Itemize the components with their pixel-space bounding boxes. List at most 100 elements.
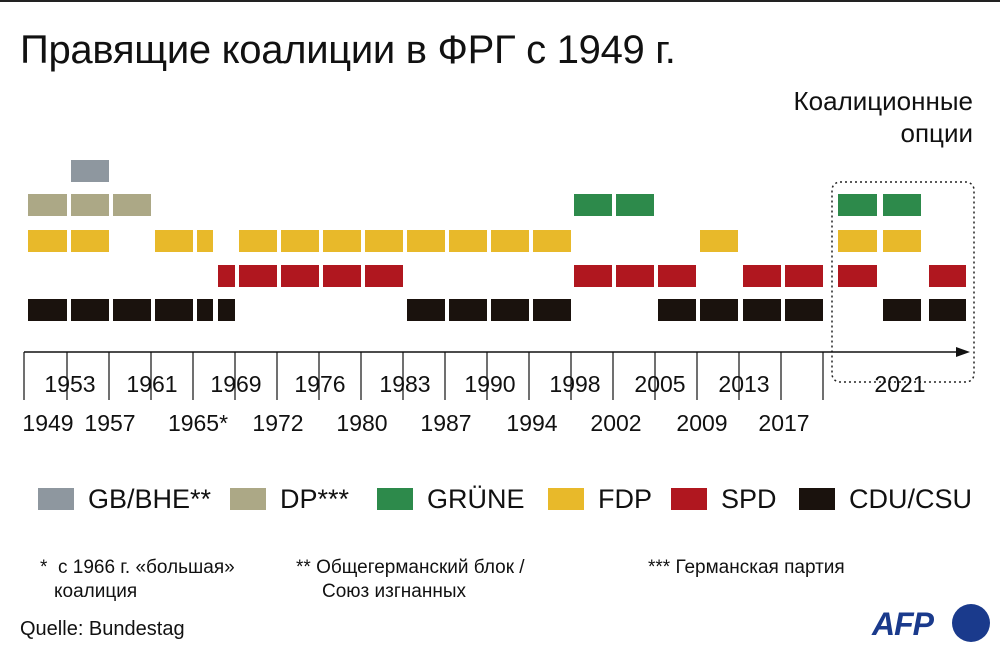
footnote-dp: *** Германская партия: [648, 556, 845, 580]
footnote-gb-bhe: ** Общегерманский блок / Союз изгнанных: [296, 556, 525, 604]
bar-spd-2017: [785, 265, 823, 287]
bar-cdu-csu-1987: [449, 299, 487, 321]
bar-cdu-csu-1965: [197, 299, 213, 321]
tick-label-lower: 1994: [506, 410, 557, 436]
bar-spd-2021-b: [929, 265, 966, 287]
footnote-grand-coalition: * с 1966 г. «большая» коалиция: [40, 556, 235, 604]
bar-fdp-1961: [155, 230, 193, 252]
tick-label-upper: 1983: [379, 371, 430, 397]
legend-swatch: [38, 488, 74, 510]
options-label-line: опции: [901, 118, 973, 148]
bar-cdu-csu-1983: [407, 299, 445, 321]
bar-gruene-1998: [574, 194, 612, 216]
bar-spd-2005: [658, 265, 696, 287]
legend-swatch: [230, 488, 266, 510]
top-rule: [0, 0, 1000, 2]
bar-gb-bhe-1953: [71, 160, 109, 182]
afp-logo-dot-icon: [952, 604, 990, 642]
tick-label-upper: 1969: [210, 371, 261, 397]
bar-cdu-csu-1961: [155, 299, 193, 321]
tick-label-lower: 1949: [22, 410, 73, 436]
legend-item: GB/BHE**: [38, 482, 211, 516]
bar-spd-1969: [239, 265, 277, 287]
bar-cdu-csu-2009: [700, 299, 738, 321]
bar-cdu-csu-2021: [883, 299, 921, 321]
bar-spd-1976: [323, 265, 361, 287]
bar-gruene-2002: [616, 194, 654, 216]
afp-logo-text: AFP: [872, 606, 934, 642]
bar-fdp-1976: [323, 230, 361, 252]
bar-dp-1953: [71, 194, 109, 216]
legend-label: GRÜNE: [427, 483, 525, 514]
axis-arrow-icon: [956, 347, 970, 357]
chart-title: Правящие коалиции в ФРГ с 1949 г.: [20, 28, 676, 72]
tick-label-lower: 2017: [758, 410, 809, 436]
tick-label-upper: 2005: [634, 371, 685, 397]
tick-label-upper: 2021: [874, 371, 925, 397]
bar-cdu-csu-1957: [113, 299, 151, 321]
bar-cdu-csu-1953: [71, 299, 109, 321]
bar-fdp-1972: [281, 230, 319, 252]
tick-label-lower: 1980: [336, 410, 387, 436]
options-box: [831, 181, 975, 383]
legend-item: SPD: [671, 482, 777, 516]
footnote-2-line-1: ** Общегерманский блок /: [296, 557, 525, 578]
legend-label: FDP: [598, 483, 652, 514]
bar-cdu-csu-2013: [743, 299, 781, 321]
tick-label-upper: 1953: [44, 371, 95, 397]
bar-fdp-1949: [28, 230, 67, 252]
legend-label: GB/BHE**: [88, 483, 212, 514]
footnote-3: *** Германская партия: [648, 557, 845, 578]
tick-label-lower: 2002: [590, 410, 641, 436]
legend-swatch: [799, 488, 835, 510]
source-credit: Quelle: Bundestag: [20, 618, 185, 640]
legend-item: DP***: [230, 482, 349, 516]
bar-fdp-1990: [491, 230, 529, 252]
footnote-1-line-2: коалиция: [54, 581, 138, 602]
bar-fdp-1965: [197, 230, 213, 252]
bar-spd-2021: [838, 265, 877, 287]
tick-label-lower: 1987: [420, 410, 471, 436]
bar-gruene-2021-b: [883, 194, 921, 216]
bar-cdu-csu-1990: [491, 299, 529, 321]
bar-spd-2013: [743, 265, 781, 287]
legend-swatch: [548, 488, 584, 510]
legend-item: GRÜNE: [377, 482, 525, 516]
bar-cdu-csu-2017: [785, 299, 823, 321]
bar-fdp-2021-b: [883, 230, 921, 252]
bar-fdp-1969: [239, 230, 277, 252]
bar-fdp-1987: [449, 230, 487, 252]
bar-fdp-1983: [407, 230, 445, 252]
afp-logo: AFP: [872, 604, 990, 644]
bar-spd-2002: [616, 265, 654, 287]
bar-fdp-2009: [700, 230, 738, 252]
legend-swatch: [671, 488, 707, 510]
tick-label-lower: 1965*: [168, 410, 228, 436]
bar-dp-1957: [113, 194, 151, 216]
bar-cdu-csu-1949: [28, 299, 67, 321]
legend-item: FDP: [548, 482, 652, 516]
bar-spd-1980: [365, 265, 403, 287]
bar-cdu-csu-1966: [218, 299, 235, 321]
bar-spd-1998: [574, 265, 612, 287]
bar-fdp-2021: [838, 230, 877, 252]
footnote-1-line-1: с 1966 г. «большая»: [57, 557, 235, 578]
legend-label: CDU/CSU: [849, 483, 973, 514]
bar-gruene-2021: [838, 194, 877, 216]
footnote-2-line-2: Союз изгнанных: [322, 581, 466, 602]
bar-cdu-csu-2005: [658, 299, 696, 321]
footnote-mark: *: [40, 557, 48, 578]
tick-label-upper: 1961: [126, 371, 177, 397]
bar-dp-1949: [28, 194, 67, 216]
legend-label: DP***: [280, 483, 350, 514]
tick-label-lower: 2009: [676, 410, 727, 436]
options-label-line: Коалиционные: [794, 86, 974, 116]
legend-item: CDU/CSU: [799, 482, 972, 516]
legend-swatch: [377, 488, 413, 510]
bar-cdu-csu-1994: [533, 299, 571, 321]
bar-fdp-1994: [533, 230, 571, 252]
bar-fdp-1953: [71, 230, 109, 252]
bar-cdu-csu-2021-b: [929, 299, 966, 321]
tick-label-lower: 1957: [84, 410, 135, 436]
